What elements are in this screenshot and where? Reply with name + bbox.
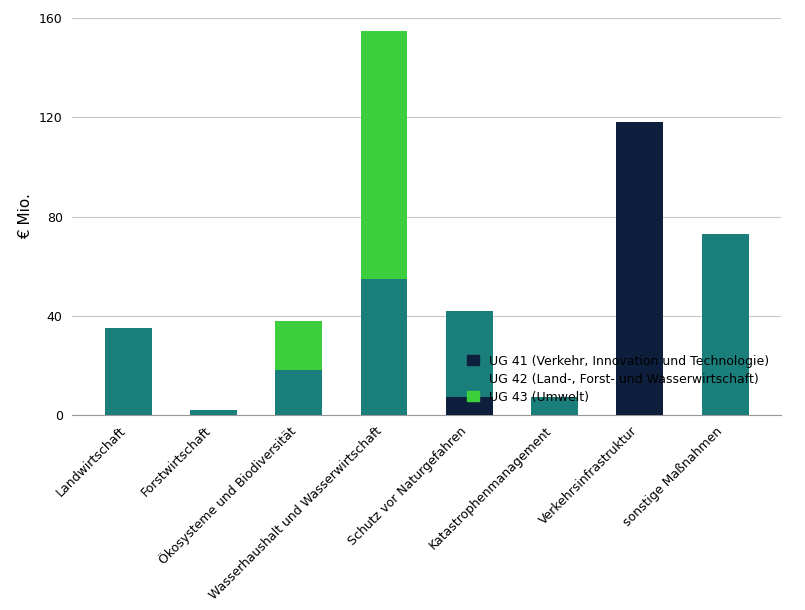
- Bar: [617, 123, 663, 415]
- Bar: [105, 328, 151, 415]
- Bar: [446, 310, 493, 398]
- Bar: [531, 398, 578, 415]
- Bar: [361, 279, 407, 415]
- Bar: [275, 321, 322, 370]
- Y-axis label: € Mio.: € Mio.: [19, 193, 34, 240]
- Bar: [361, 30, 407, 279]
- Bar: [190, 410, 237, 415]
- Bar: [275, 370, 322, 415]
- Legend: UG 41 (Verkehr, Innovation und Technologie), UG 42 (Land-, Forst- und Wasserwirt: UG 41 (Verkehr, Innovation und Technolog…: [462, 350, 774, 409]
- Bar: [446, 398, 493, 415]
- Bar: [702, 234, 749, 415]
